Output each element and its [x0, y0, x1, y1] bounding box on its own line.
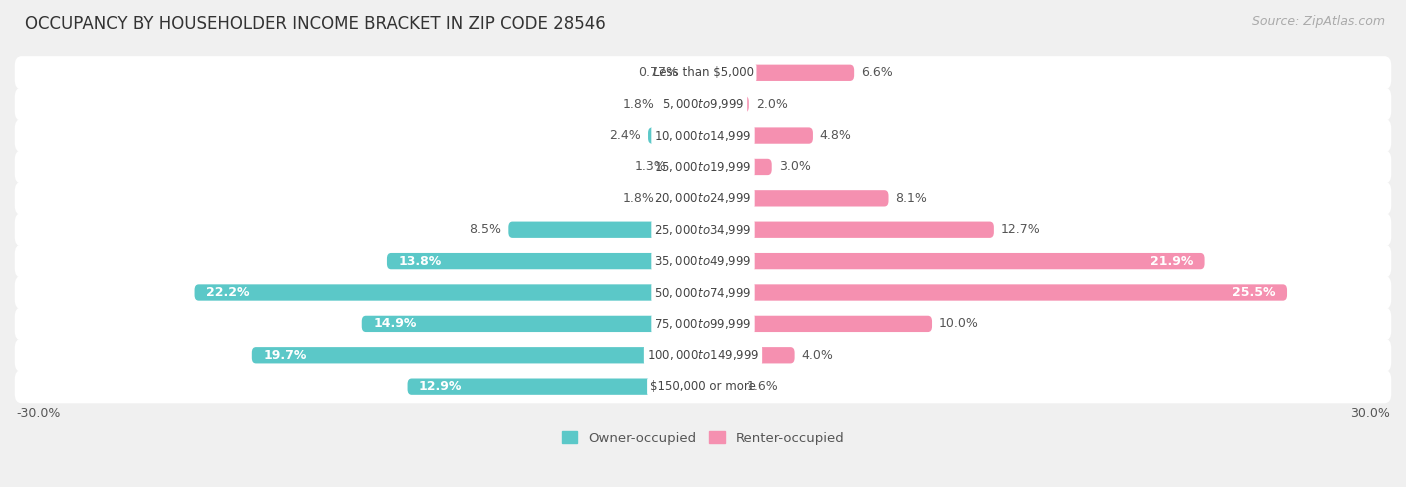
Text: 13.8%: 13.8%	[398, 255, 441, 268]
FancyBboxPatch shape	[14, 150, 1392, 184]
Text: 1.3%: 1.3%	[634, 160, 666, 173]
FancyBboxPatch shape	[703, 128, 813, 144]
Text: 4.8%: 4.8%	[820, 129, 852, 142]
Text: $150,000 or more: $150,000 or more	[650, 380, 756, 393]
Text: $50,000 to $74,999: $50,000 to $74,999	[654, 285, 752, 300]
FancyBboxPatch shape	[14, 338, 1392, 372]
FancyBboxPatch shape	[509, 222, 703, 238]
FancyBboxPatch shape	[194, 284, 703, 300]
Text: $25,000 to $34,999: $25,000 to $34,999	[654, 223, 752, 237]
Text: 3.0%: 3.0%	[779, 160, 810, 173]
Text: 0.77%: 0.77%	[638, 66, 679, 79]
FancyBboxPatch shape	[703, 378, 740, 395]
Text: $75,000 to $99,999: $75,000 to $99,999	[654, 317, 752, 331]
Text: OCCUPANCY BY HOUSEHOLDER INCOME BRACKET IN ZIP CODE 28546: OCCUPANCY BY HOUSEHOLDER INCOME BRACKET …	[25, 15, 606, 33]
FancyBboxPatch shape	[387, 253, 703, 269]
FancyBboxPatch shape	[648, 128, 703, 144]
FancyBboxPatch shape	[14, 276, 1392, 309]
FancyBboxPatch shape	[408, 378, 703, 395]
Text: 12.9%: 12.9%	[419, 380, 463, 393]
FancyBboxPatch shape	[14, 244, 1392, 278]
Text: -30.0%: -30.0%	[15, 407, 60, 420]
Text: 4.0%: 4.0%	[801, 349, 834, 362]
FancyBboxPatch shape	[685, 65, 703, 81]
Text: 21.9%: 21.9%	[1150, 255, 1194, 268]
Text: 2.0%: 2.0%	[755, 98, 787, 111]
Text: Less than $5,000: Less than $5,000	[652, 66, 754, 79]
Text: 25.5%: 25.5%	[1232, 286, 1275, 299]
FancyBboxPatch shape	[662, 190, 703, 206]
Text: 1.6%: 1.6%	[747, 380, 779, 393]
FancyBboxPatch shape	[703, 96, 749, 112]
FancyBboxPatch shape	[703, 159, 772, 175]
FancyBboxPatch shape	[14, 56, 1392, 90]
Text: 22.2%: 22.2%	[207, 286, 249, 299]
FancyBboxPatch shape	[14, 213, 1392, 246]
Text: 14.9%: 14.9%	[373, 318, 416, 330]
Text: 1.8%: 1.8%	[623, 192, 655, 205]
Text: 6.6%: 6.6%	[860, 66, 893, 79]
Text: 19.7%: 19.7%	[263, 349, 307, 362]
Text: $10,000 to $14,999: $10,000 to $14,999	[654, 129, 752, 143]
FancyBboxPatch shape	[703, 190, 889, 206]
Text: 8.5%: 8.5%	[470, 223, 502, 236]
Text: $5,000 to $9,999: $5,000 to $9,999	[662, 97, 744, 111]
FancyBboxPatch shape	[673, 159, 703, 175]
FancyBboxPatch shape	[703, 222, 994, 238]
Text: $15,000 to $19,999: $15,000 to $19,999	[654, 160, 752, 174]
Text: $100,000 to $149,999: $100,000 to $149,999	[647, 348, 759, 362]
FancyBboxPatch shape	[14, 119, 1392, 152]
Text: 10.0%: 10.0%	[939, 318, 979, 330]
FancyBboxPatch shape	[14, 182, 1392, 215]
Text: 12.7%: 12.7%	[1001, 223, 1040, 236]
Text: Source: ZipAtlas.com: Source: ZipAtlas.com	[1251, 15, 1385, 28]
FancyBboxPatch shape	[14, 88, 1392, 121]
FancyBboxPatch shape	[14, 370, 1392, 403]
Text: $35,000 to $49,999: $35,000 to $49,999	[654, 254, 752, 268]
Text: $20,000 to $24,999: $20,000 to $24,999	[654, 191, 752, 206]
FancyBboxPatch shape	[361, 316, 703, 332]
FancyBboxPatch shape	[703, 316, 932, 332]
Text: 8.1%: 8.1%	[896, 192, 928, 205]
Text: 30.0%: 30.0%	[1350, 407, 1391, 420]
FancyBboxPatch shape	[703, 253, 1205, 269]
FancyBboxPatch shape	[703, 347, 794, 363]
FancyBboxPatch shape	[14, 307, 1392, 340]
FancyBboxPatch shape	[252, 347, 703, 363]
Text: 2.4%: 2.4%	[609, 129, 641, 142]
Text: 1.8%: 1.8%	[623, 98, 655, 111]
FancyBboxPatch shape	[703, 65, 855, 81]
FancyBboxPatch shape	[703, 284, 1286, 300]
FancyBboxPatch shape	[662, 96, 703, 112]
Legend: Owner-occupied, Renter-occupied: Owner-occupied, Renter-occupied	[561, 431, 845, 445]
